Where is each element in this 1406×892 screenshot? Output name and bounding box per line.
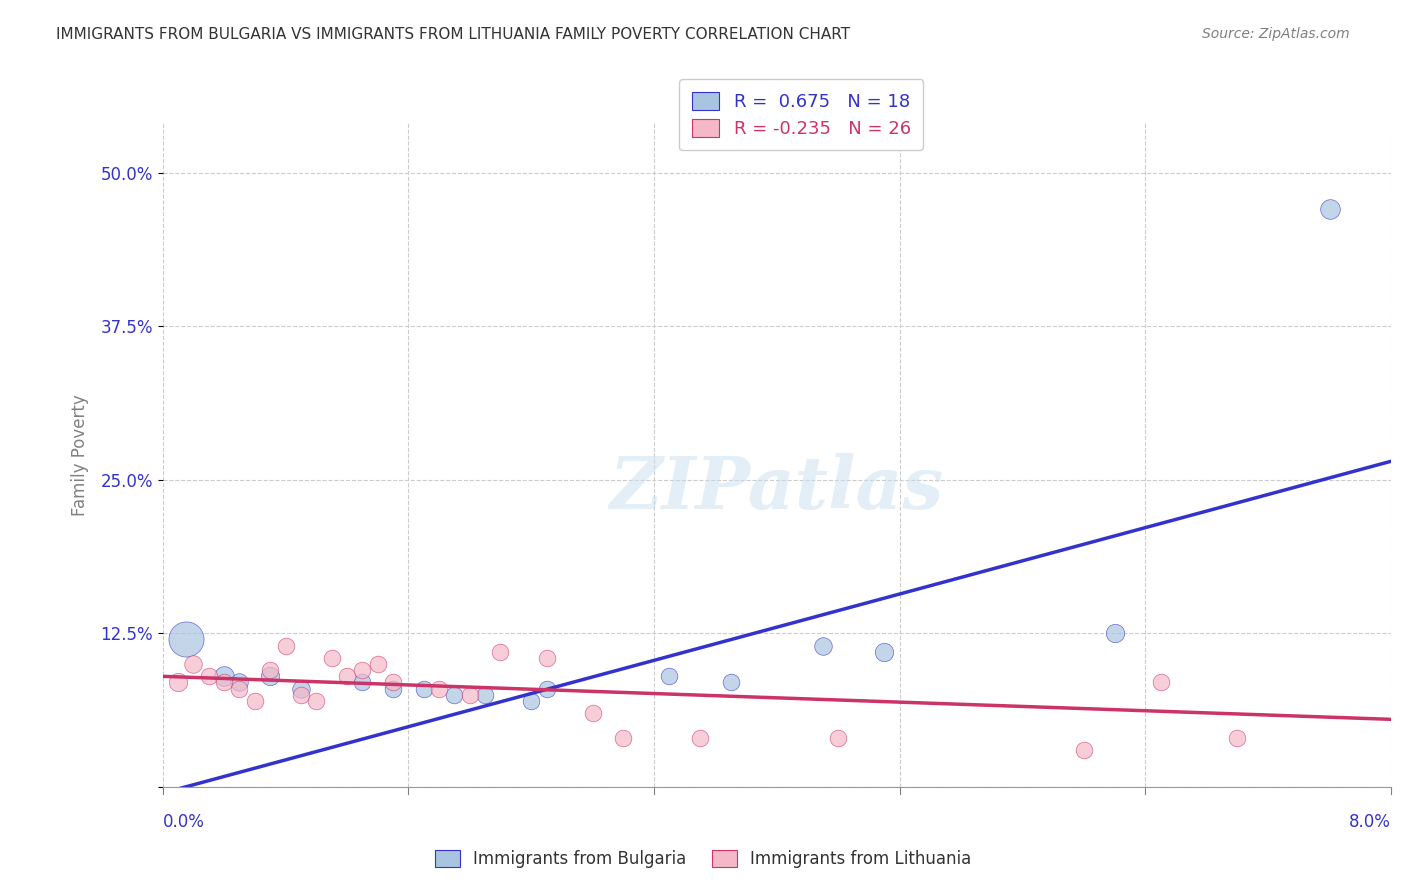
Point — [228, 675, 250, 690]
Point — [321, 651, 343, 665]
Point — [520, 694, 543, 708]
Point — [228, 681, 250, 696]
Point — [412, 681, 434, 696]
Text: 0.0%: 0.0% — [163, 814, 205, 831]
Point — [167, 675, 190, 690]
Point — [811, 639, 834, 653]
Point — [274, 639, 297, 653]
Point — [290, 681, 312, 696]
Point — [243, 694, 266, 708]
Legend: Immigrants from Bulgaria, Immigrants from Lithuania: Immigrants from Bulgaria, Immigrants fro… — [429, 843, 977, 875]
Point — [305, 694, 328, 708]
Point — [1226, 731, 1249, 745]
Point — [367, 657, 389, 671]
Point — [827, 731, 849, 745]
Point — [352, 663, 374, 677]
Point — [259, 663, 281, 677]
Text: ZIPatlas: ZIPatlas — [610, 453, 943, 524]
Point — [581, 706, 603, 721]
Point — [458, 688, 481, 702]
Point — [689, 731, 711, 745]
Point — [290, 688, 312, 702]
Point — [489, 645, 512, 659]
Point — [536, 681, 558, 696]
Text: Source: ZipAtlas.com: Source: ZipAtlas.com — [1202, 27, 1350, 41]
Y-axis label: Family Poverty: Family Poverty — [72, 394, 89, 516]
Point — [183, 657, 205, 671]
Point — [174, 632, 197, 647]
Legend: R =  0.675   N = 18, R = -0.235   N = 26: R = 0.675 N = 18, R = -0.235 N = 26 — [679, 79, 924, 151]
Point — [197, 669, 219, 683]
Point — [1319, 202, 1341, 217]
Point — [352, 675, 374, 690]
Point — [536, 651, 558, 665]
Point — [1104, 626, 1126, 640]
Text: 8.0%: 8.0% — [1350, 814, 1391, 831]
Point — [212, 675, 235, 690]
Point — [873, 645, 896, 659]
Point — [658, 669, 681, 683]
Point — [612, 731, 634, 745]
Point — [259, 669, 281, 683]
Point — [1150, 675, 1173, 690]
Point — [212, 669, 235, 683]
Point — [474, 688, 496, 702]
Point — [382, 675, 405, 690]
Point — [1073, 743, 1095, 757]
Point — [443, 688, 465, 702]
Point — [382, 681, 405, 696]
Point — [336, 669, 359, 683]
Text: IMMIGRANTS FROM BULGARIA VS IMMIGRANTS FROM LITHUANIA FAMILY POVERTY CORRELATION: IMMIGRANTS FROM BULGARIA VS IMMIGRANTS F… — [56, 27, 851, 42]
Point — [720, 675, 742, 690]
Point — [427, 681, 450, 696]
